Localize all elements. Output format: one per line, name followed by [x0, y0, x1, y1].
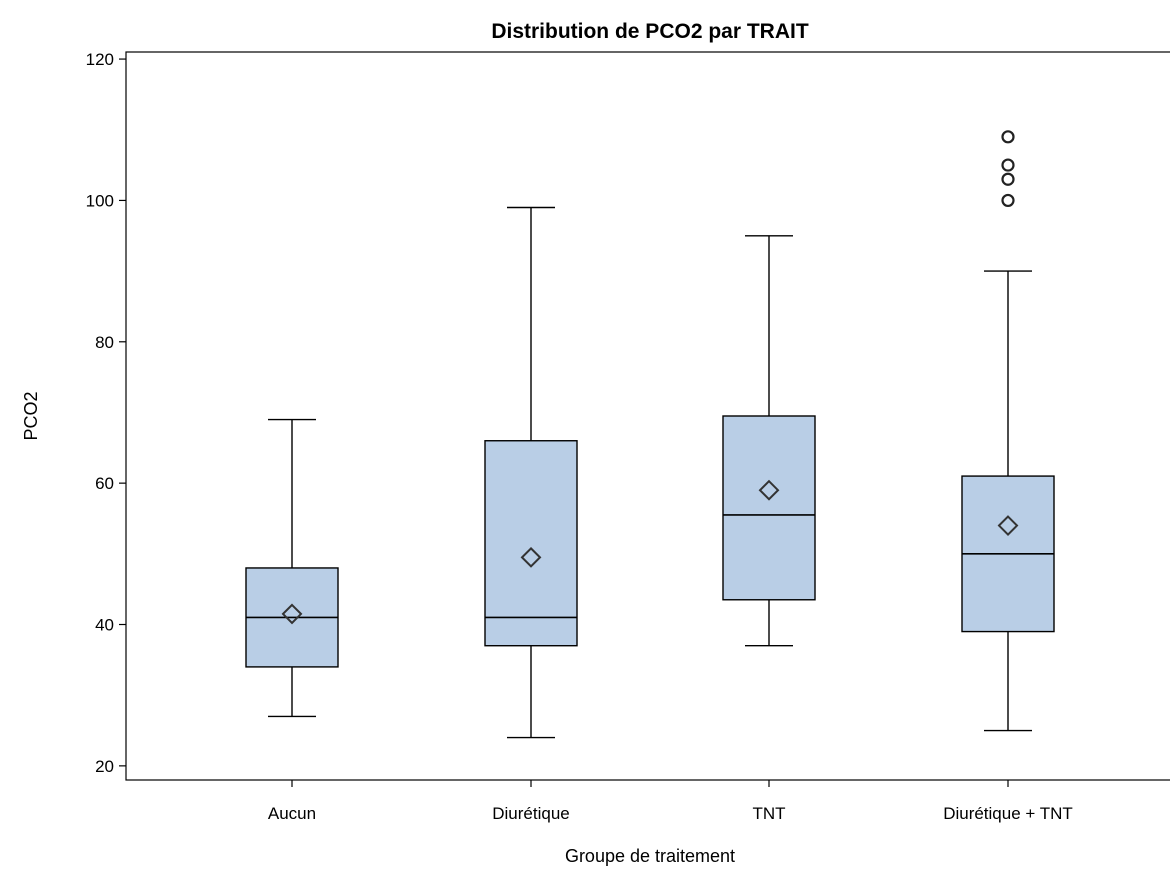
outlier-point	[1001, 172, 1015, 186]
mean-marker	[758, 479, 780, 501]
box-group	[484, 206, 578, 739]
box-group	[961, 130, 1055, 732]
mean-marker	[520, 546, 542, 568]
y-tick-label: 40	[95, 616, 114, 635]
chart-title: Distribution de PCO2 par TRAIT	[491, 20, 809, 43]
y-tick-label: 20	[95, 757, 114, 776]
outlier-point	[1001, 130, 1015, 144]
plot-area-frame	[125, 51, 1170, 781]
box-group	[245, 418, 339, 718]
y-tick-label: 60	[95, 474, 114, 493]
y-tick-label: 80	[95, 333, 114, 352]
x-tick-label: Aucun	[268, 804, 316, 823]
y-tick-label: 100	[86, 191, 114, 210]
x-axis-title: Groupe de traitement	[565, 846, 735, 866]
y-axis: 20 40 60 80 100 120	[86, 50, 126, 776]
mean-marker	[997, 515, 1019, 536]
mean-marker	[281, 603, 303, 625]
box-series	[245, 130, 1055, 739]
outlier-point	[1001, 158, 1015, 172]
x-tick-label: Diurétique + TNT	[943, 804, 1073, 823]
outlier-point	[1001, 193, 1015, 208]
box-group	[722, 235, 816, 647]
y-axis-title: PCO2	[21, 391, 41, 440]
iqr-box	[722, 415, 816, 601]
x-axis: Aucun Diurétique TNT Diurétique + TNT	[268, 780, 1073, 823]
x-tick-label: Diurétique	[492, 804, 570, 823]
iqr-box	[484, 440, 578, 647]
y-tick-label: 120	[86, 50, 114, 69]
x-tick-label: TNT	[752, 804, 785, 823]
